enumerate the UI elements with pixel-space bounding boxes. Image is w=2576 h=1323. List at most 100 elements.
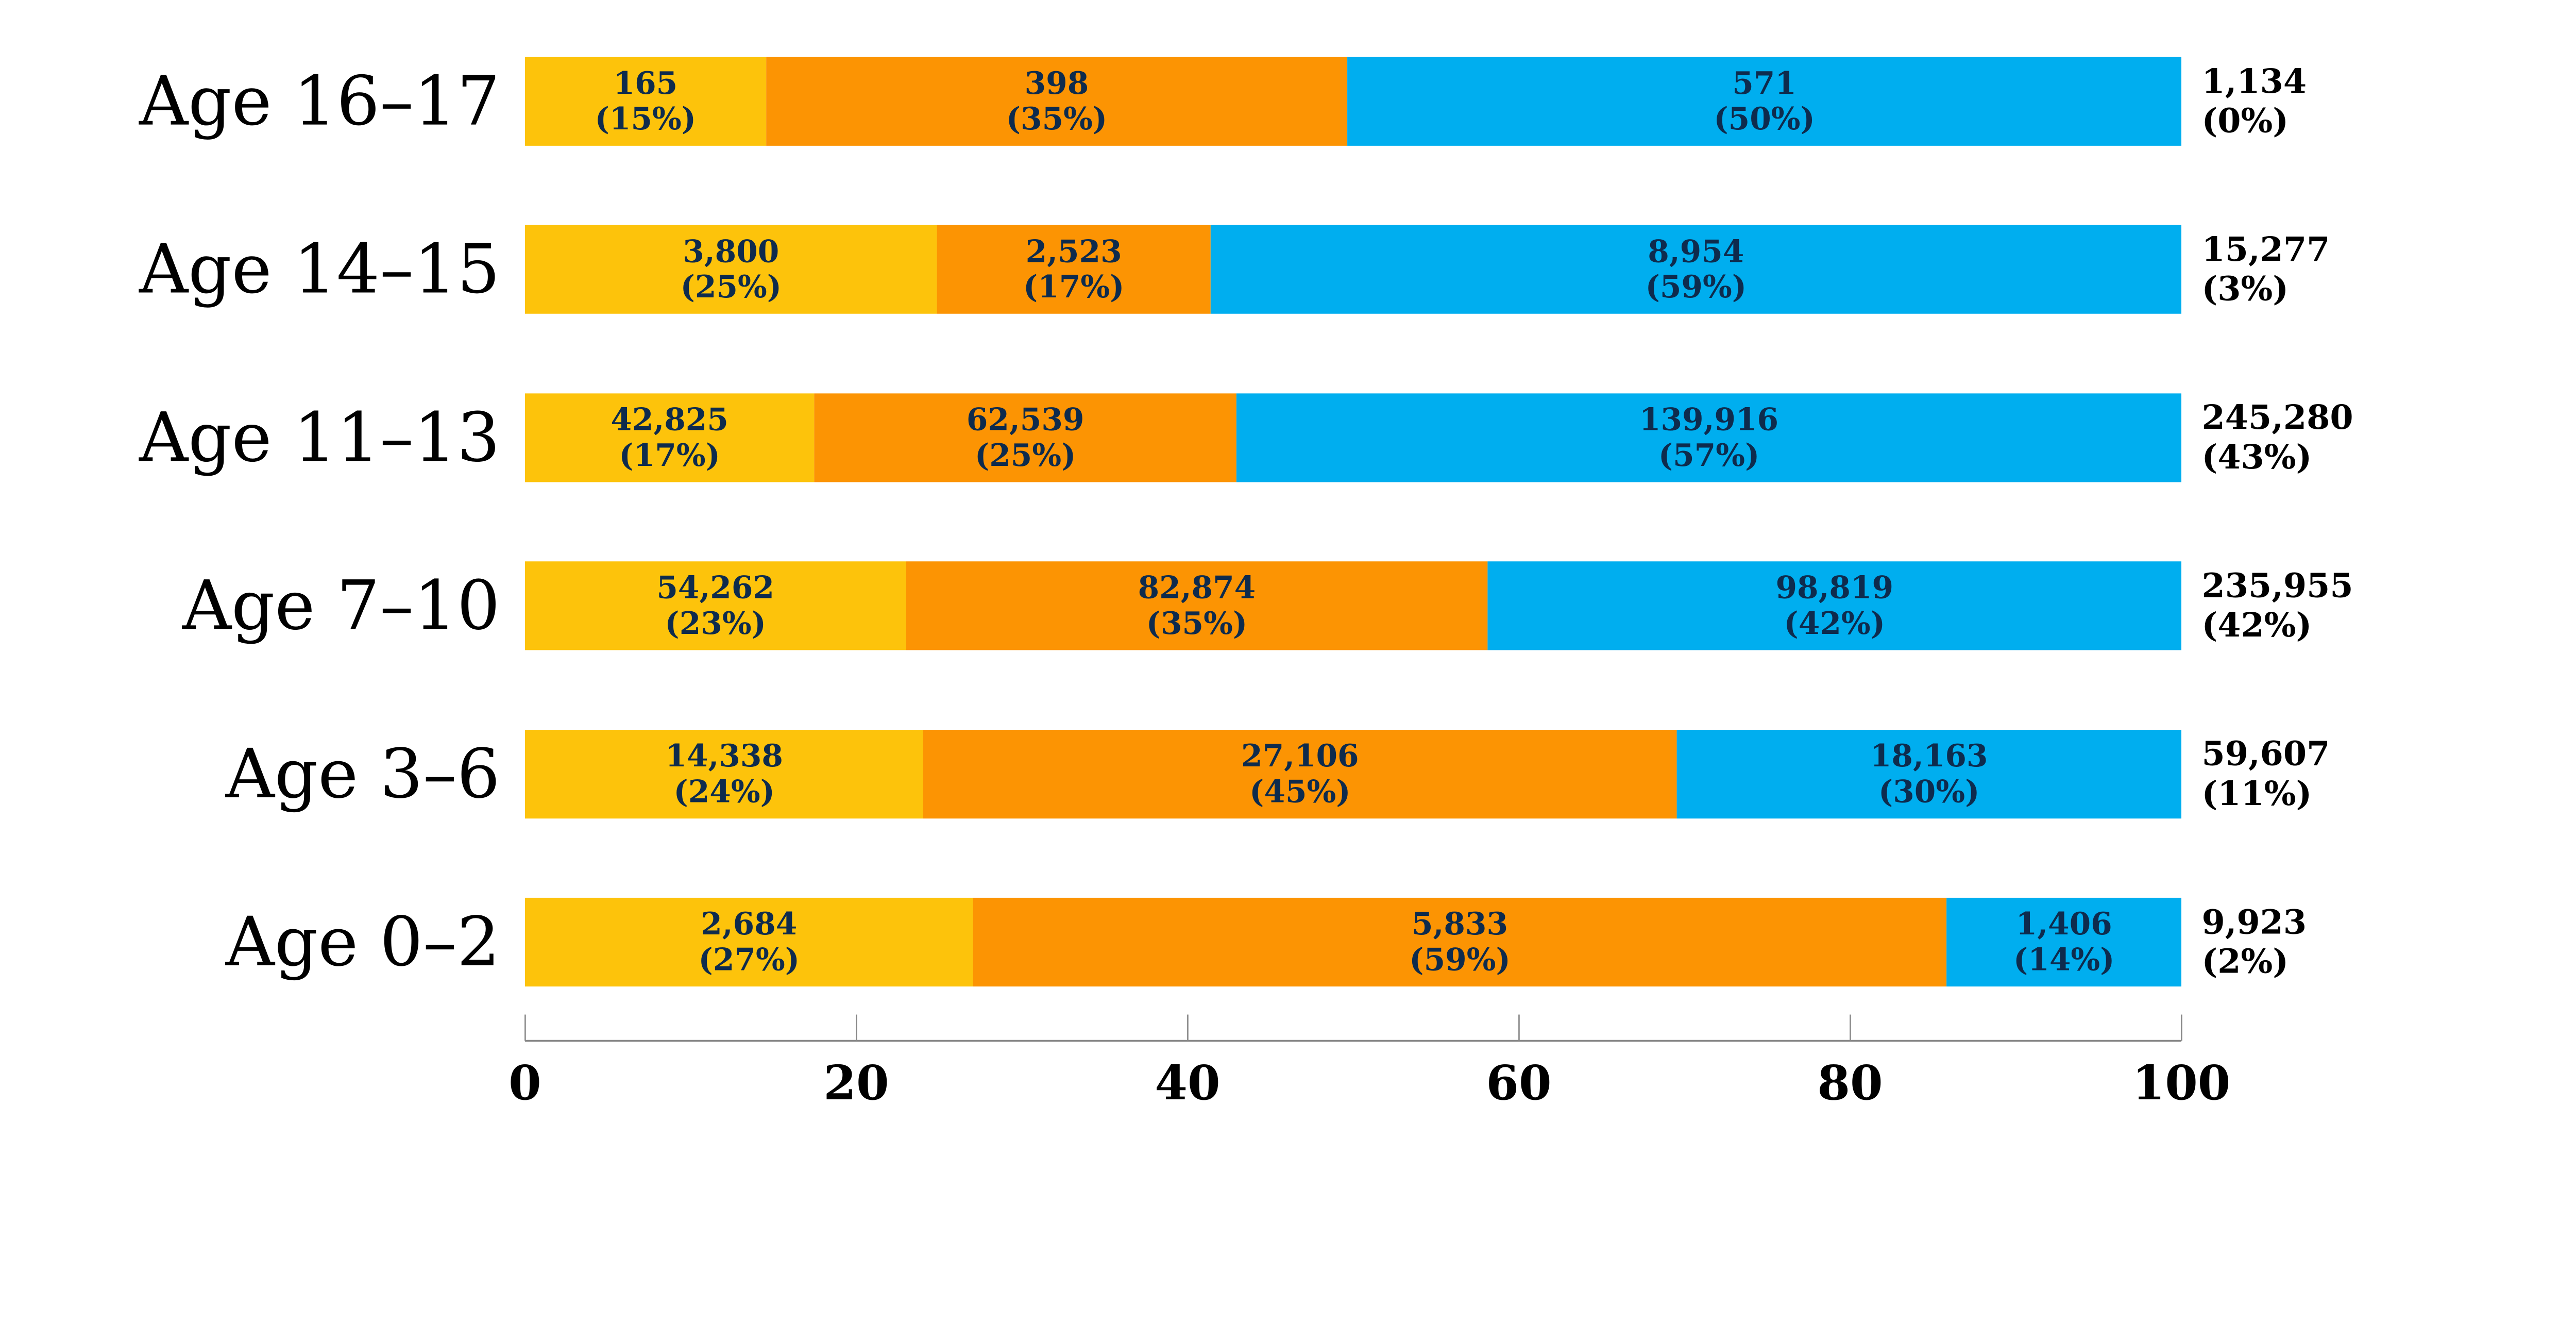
segment-value-label: 62,539 xyxy=(966,401,1084,438)
axis-tick xyxy=(855,1014,857,1041)
bar-row: Age 0–2 2,684 (27%) 5,833 (59%) 1,406 (1… xyxy=(0,897,2576,987)
total-value: 9,923 xyxy=(2201,902,2307,942)
segment-pct-label: (50%) xyxy=(1714,101,1815,138)
segment-value-label: 139,916 xyxy=(1639,401,1779,438)
row-label: Age 7–10 xyxy=(182,566,500,645)
total-value: 245,280 xyxy=(2201,398,2353,438)
segment-pct-label: (24%) xyxy=(673,773,775,810)
stacked-bar: 42,825 (17%) 62,539 (25%) 139,916 (57%) xyxy=(524,393,2181,482)
row-label: Age 0–2 xyxy=(225,902,500,982)
total-value: 1,134 xyxy=(2201,62,2307,101)
total-value: 235,955 xyxy=(2201,566,2353,606)
stacked-bar: 3,800 (25%) 2,523 (17%) 8,954 (59%) xyxy=(524,225,2181,314)
stacked-bar: 2,684 (27%) 5,833 (59%) 1,406 (14%) xyxy=(524,897,2181,987)
axis-tick xyxy=(1187,1014,1189,1041)
segment-pct-label: (59%) xyxy=(1645,269,1747,306)
axis-tick xyxy=(1849,1014,1851,1041)
bar-row: Age 14–15 3,800 (25%) 2,523 (17%) 8,954 … xyxy=(0,225,2576,314)
bar-segment: 398 (35%) xyxy=(766,57,1348,146)
segment-pct-label: (17%) xyxy=(619,437,720,474)
segment-value-label: 3,800 xyxy=(683,233,779,270)
axis-tick-label: 40 xyxy=(1155,1054,1221,1111)
segment-pct-label: (59%) xyxy=(1409,942,1511,978)
segment-value-label: 98,819 xyxy=(1775,570,1894,606)
stacked-bar: 165 (15%) 398 (35%) 571 (50%) xyxy=(524,57,2181,146)
row-label: Age 14–15 xyxy=(139,230,500,309)
row-label: Age 16–17 xyxy=(139,62,500,141)
segment-pct-label: (25%) xyxy=(680,269,782,306)
segment-value-label: 2,523 xyxy=(1025,233,1122,270)
bar-segment: 42,825 (17%) xyxy=(524,393,815,482)
segment-value-label: 2,684 xyxy=(701,906,798,943)
stacked-bar-chart: Age 16–17 165 (15%) 398 (35%) 571 (50%) … xyxy=(0,57,2576,1111)
total-pct: (0%) xyxy=(2201,101,2289,141)
bar-segment: 2,523 (17%) xyxy=(937,225,1211,314)
row-label: Age 3–6 xyxy=(225,734,500,814)
segment-pct-label: (57%) xyxy=(1658,437,1760,474)
segment-value-label: 14,338 xyxy=(665,738,783,774)
segment-pct-label: (35%) xyxy=(1146,605,1248,642)
bar-segment: 27,106 (45%) xyxy=(923,729,1677,818)
segment-pct-label: (27%) xyxy=(698,942,800,978)
bar-row: Age 3–6 14,338 (24%) 27,106 (45%) 18,163… xyxy=(0,729,2576,818)
total-pct: (43%) xyxy=(2201,438,2312,477)
total-label: 1,134 (0%) xyxy=(2202,57,2307,146)
segment-value-label: 54,262 xyxy=(656,570,774,606)
segment-pct-label: (17%) xyxy=(1023,269,1125,306)
total-pct: (42%) xyxy=(2201,606,2312,645)
axis-tick xyxy=(524,1014,526,1041)
segment-value-label: 8,954 xyxy=(1648,233,1744,270)
segment-value-label: 571 xyxy=(1732,65,1797,102)
bar-segment: 8,954 (59%) xyxy=(1210,225,2181,314)
stacked-bar: 54,262 (23%) 82,874 (35%) 98,819 (42%) xyxy=(524,561,2181,650)
total-value: 59,607 xyxy=(2201,734,2330,774)
segment-value-label: 1,406 xyxy=(2015,906,2112,943)
axis-tick xyxy=(1518,1014,1520,1041)
bar-segment: 165 (15%) xyxy=(524,57,766,146)
segment-value-label: 5,833 xyxy=(1411,906,1509,943)
segment-pct-label: (25%) xyxy=(974,437,1076,474)
bar-segment: 18,163 (30%) xyxy=(1676,729,2181,818)
segment-value-label: 27,106 xyxy=(1241,738,1359,774)
axis-tick-label: 60 xyxy=(1486,1054,1552,1111)
axis-line xyxy=(524,1040,2182,1042)
segment-value-label: 398 xyxy=(1024,65,1089,102)
bar-segment: 14,338 (24%) xyxy=(524,729,924,818)
bar-segment: 1,406 (14%) xyxy=(1946,897,2181,987)
segment-value-label: 42,825 xyxy=(611,401,728,438)
axis-tick-label: 0 xyxy=(509,1054,541,1111)
segment-pct-label: (30%) xyxy=(1878,773,1980,810)
segment-pct-label: (45%) xyxy=(1249,773,1351,810)
bar-segment: 571 (50%) xyxy=(1347,57,2181,146)
bar-segment: 62,539 (25%) xyxy=(814,393,1237,482)
total-pct: (11%) xyxy=(2201,774,2312,813)
segment-pct-label: (15%) xyxy=(595,101,697,138)
total-pct: (2%) xyxy=(2201,942,2289,981)
bar-segment: 3,800 (25%) xyxy=(524,225,937,314)
segment-value-label: 18,163 xyxy=(1870,738,1988,774)
total-label: 245,280 (43%) xyxy=(2202,393,2353,482)
segment-pct-label: (35%) xyxy=(1006,101,1108,138)
bar-segment: 82,874 (35%) xyxy=(906,561,1488,650)
bar-segment: 139,916 (57%) xyxy=(1236,393,2181,482)
bar-segment: 2,684 (27%) xyxy=(524,897,973,987)
segment-value-label: 82,874 xyxy=(1138,570,1256,606)
row-label: Age 11–13 xyxy=(139,398,500,477)
total-label: 9,923 (2%) xyxy=(2202,898,2307,986)
total-label: 59,607 (11%) xyxy=(2202,730,2330,818)
axis-tick-label: 100 xyxy=(2132,1054,2231,1111)
total-label: 15,277 (3%) xyxy=(2202,225,2330,314)
bar-segment: 5,833 (59%) xyxy=(973,897,1947,987)
total-label: 235,955 (42%) xyxy=(2202,561,2353,650)
segment-pct-label: (42%) xyxy=(1784,605,1885,642)
segment-value-label: 165 xyxy=(613,65,678,102)
segment-pct-label: (14%) xyxy=(2013,942,2115,978)
axis-tick xyxy=(2180,1014,2182,1041)
bar-row: Age 7–10 54,262 (23%) 82,874 (35%) 98,81… xyxy=(0,561,2576,650)
bar-segment: 98,819 (42%) xyxy=(1487,561,2181,650)
stacked-bar: 14,338 (24%) 27,106 (45%) 18,163 (30%) xyxy=(524,729,2181,818)
bar-row: Age 16–17 165 (15%) 398 (35%) 571 (50%) … xyxy=(0,57,2576,146)
axis-tick-label: 80 xyxy=(1817,1054,1883,1111)
axis-tick-label: 20 xyxy=(823,1054,889,1111)
bar-row: Age 11–13 42,825 (17%) 62,539 (25%) 139,… xyxy=(0,393,2576,482)
